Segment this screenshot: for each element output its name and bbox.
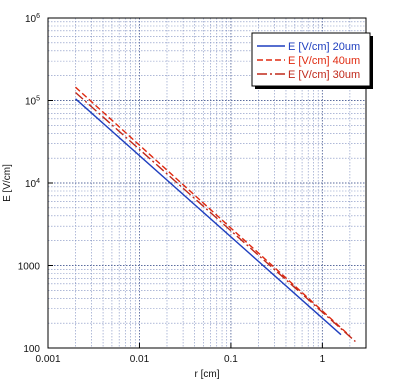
series-line-3 — [75, 91, 356, 343]
y-tick-label: 106 — [25, 13, 40, 25]
tick-layer: 0.001 0.01 0.1 1 100 1000 104 105 106 — [18, 13, 326, 365]
legend-label-1: E [V/cm] 20um — [288, 41, 360, 53]
x-tick-label: 1 — [320, 354, 326, 365]
y-tick-label: 104 — [25, 178, 40, 190]
legend: E [V/cm] 20um E [V/cm] 40um E [V/cm] 30um — [251, 32, 373, 89]
legend-label-3: E [V/cm] 30um — [288, 69, 360, 81]
x-tick-label: 0.001 — [35, 354, 60, 365]
legend-label-2: E [V/cm] 40um — [288, 55, 360, 67]
x-axis-title: r [cm] — [195, 369, 220, 379]
y-axis-title: E [V/cm] — [2, 164, 13, 202]
series-line-1 — [75, 98, 342, 336]
x-tick-label: 0.1 — [224, 354, 238, 365]
x-tick-label: 0.01 — [130, 354, 150, 365]
series-line-2 — [75, 86, 351, 337]
series-layer — [75, 86, 356, 343]
y-tick-label: 1000 — [18, 262, 41, 273]
y-tick-label: 105 — [25, 96, 40, 108]
y-tick-label: 100 — [23, 344, 40, 355]
